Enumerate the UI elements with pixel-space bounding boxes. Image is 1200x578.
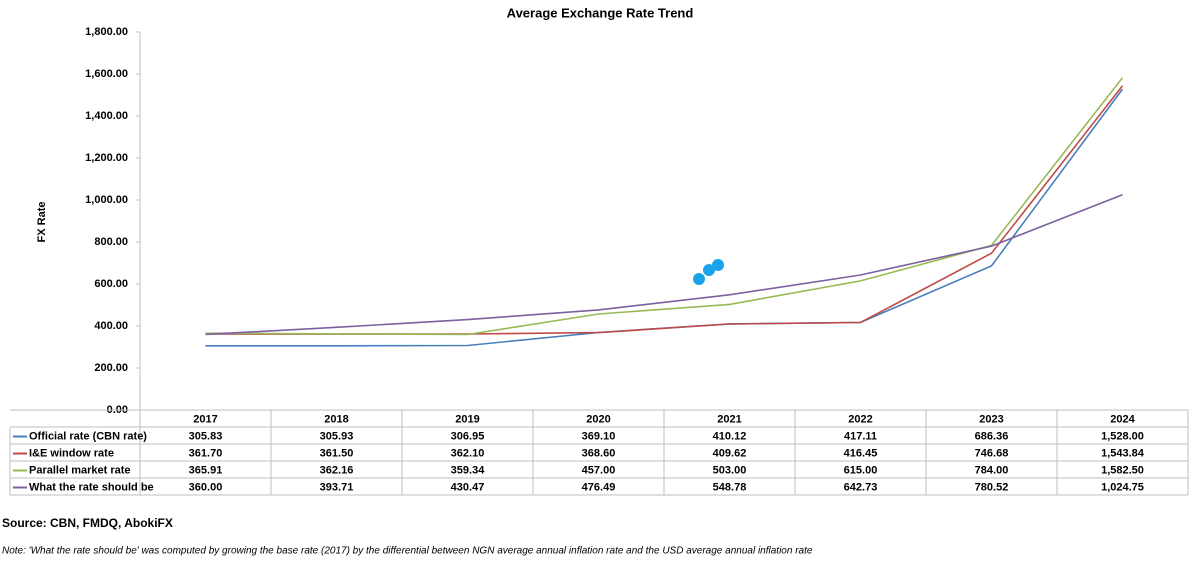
table-value: 746.68 [975,447,1009,459]
x-tick-label: 2021 [717,413,741,425]
table-value: 305.83 [189,430,223,442]
table-value: 784.00 [975,464,1009,476]
table-value: 416.45 [844,447,878,459]
legend-label: I&E window rate [29,447,114,459]
table-value: 430.47 [451,481,485,493]
table-value: 1,543.84 [1101,447,1145,459]
series-line [205,85,1124,335]
table-value: 365.91 [189,464,223,476]
table-value: 409.62 [713,447,747,459]
table-value: 780.52 [975,481,1009,493]
table-value: 1,024.75 [1101,481,1144,493]
table-value: 306.95 [451,430,485,442]
table-value: 305.93 [320,430,354,442]
y-tick-label: 1,200.00 [85,152,128,164]
table-value: 503.00 [713,464,747,476]
y-tick-label: 1,800.00 [85,26,128,38]
legend-label: Official rate (CBN rate) [29,430,147,442]
table-value: 1,528.00 [1101,430,1144,442]
table-value: 1,582.50 [1101,464,1144,476]
table-value: 615.00 [844,464,878,476]
table-value: 362.16 [320,464,354,476]
decoration-dot [703,264,715,276]
table-value: 360.00 [189,481,223,493]
x-tick-label: 2023 [979,413,1003,425]
table-value: 417.11 [844,430,877,442]
y-tick-label: 1,000.00 [85,194,128,206]
decoration-dot [712,259,724,271]
table-value: 368.60 [582,447,616,459]
series-line [205,77,1124,336]
table-value: 457.00 [582,464,616,476]
table-value: 361.50 [320,447,354,459]
legend-label: What the rate should be [29,481,154,493]
y-tick-label: 800.00 [94,236,128,248]
x-tick-label: 2024 [1110,413,1135,425]
legend-label: Parallel market rate [29,464,131,476]
y-tick-label: 1,400.00 [85,110,128,122]
table-value: 476.49 [582,481,616,493]
table-value: 393.71 [320,481,354,493]
y-tick-label: 1,600.00 [85,68,128,80]
y-tick-label: 400.00 [94,320,128,332]
x-tick-label: 2018 [324,413,348,425]
table-value: 359.34 [451,464,486,476]
x-tick-label: 2019 [455,413,479,425]
source: Source: CBN, FMDQ, AbokiFX [2,516,173,530]
chart-title: Average Exchange Rate Trend [507,5,694,20]
y-tick-label: 600.00 [94,278,128,290]
table-value: 369.10 [582,430,616,442]
table-value: 642.73 [844,481,878,493]
table-value: 361.70 [189,447,223,459]
table-value: 410.12 [713,430,747,442]
x-tick-label: 2017 [193,413,217,425]
x-tick-label: 2020 [586,413,610,425]
table-value: 548.78 [713,481,747,493]
table-value: 362.10 [451,447,485,459]
decoration-dot [693,273,705,285]
y-axis-label: FX Rate [36,202,48,243]
note: Note: 'What the rate should be' was comp… [2,546,813,557]
y-tick-label: 200.00 [94,362,128,374]
x-tick-label: 2022 [848,413,872,425]
table-value: 686.36 [975,430,1009,442]
series-line [205,194,1123,336]
series-line [205,88,1124,347]
